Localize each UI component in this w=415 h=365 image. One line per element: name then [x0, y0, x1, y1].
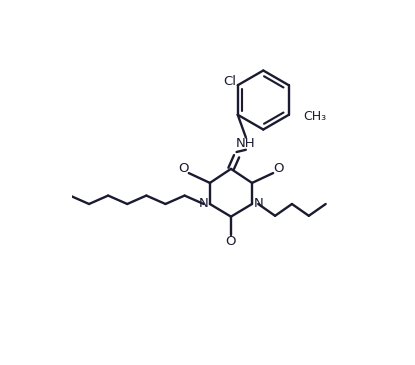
Text: N: N [253, 197, 263, 211]
Text: O: O [273, 162, 283, 175]
Text: Cl: Cl [223, 76, 237, 88]
Text: N: N [199, 197, 209, 211]
Text: CH₃: CH₃ [303, 110, 326, 123]
Text: O: O [226, 235, 236, 247]
Text: O: O [178, 162, 189, 175]
Text: NH: NH [236, 137, 256, 150]
